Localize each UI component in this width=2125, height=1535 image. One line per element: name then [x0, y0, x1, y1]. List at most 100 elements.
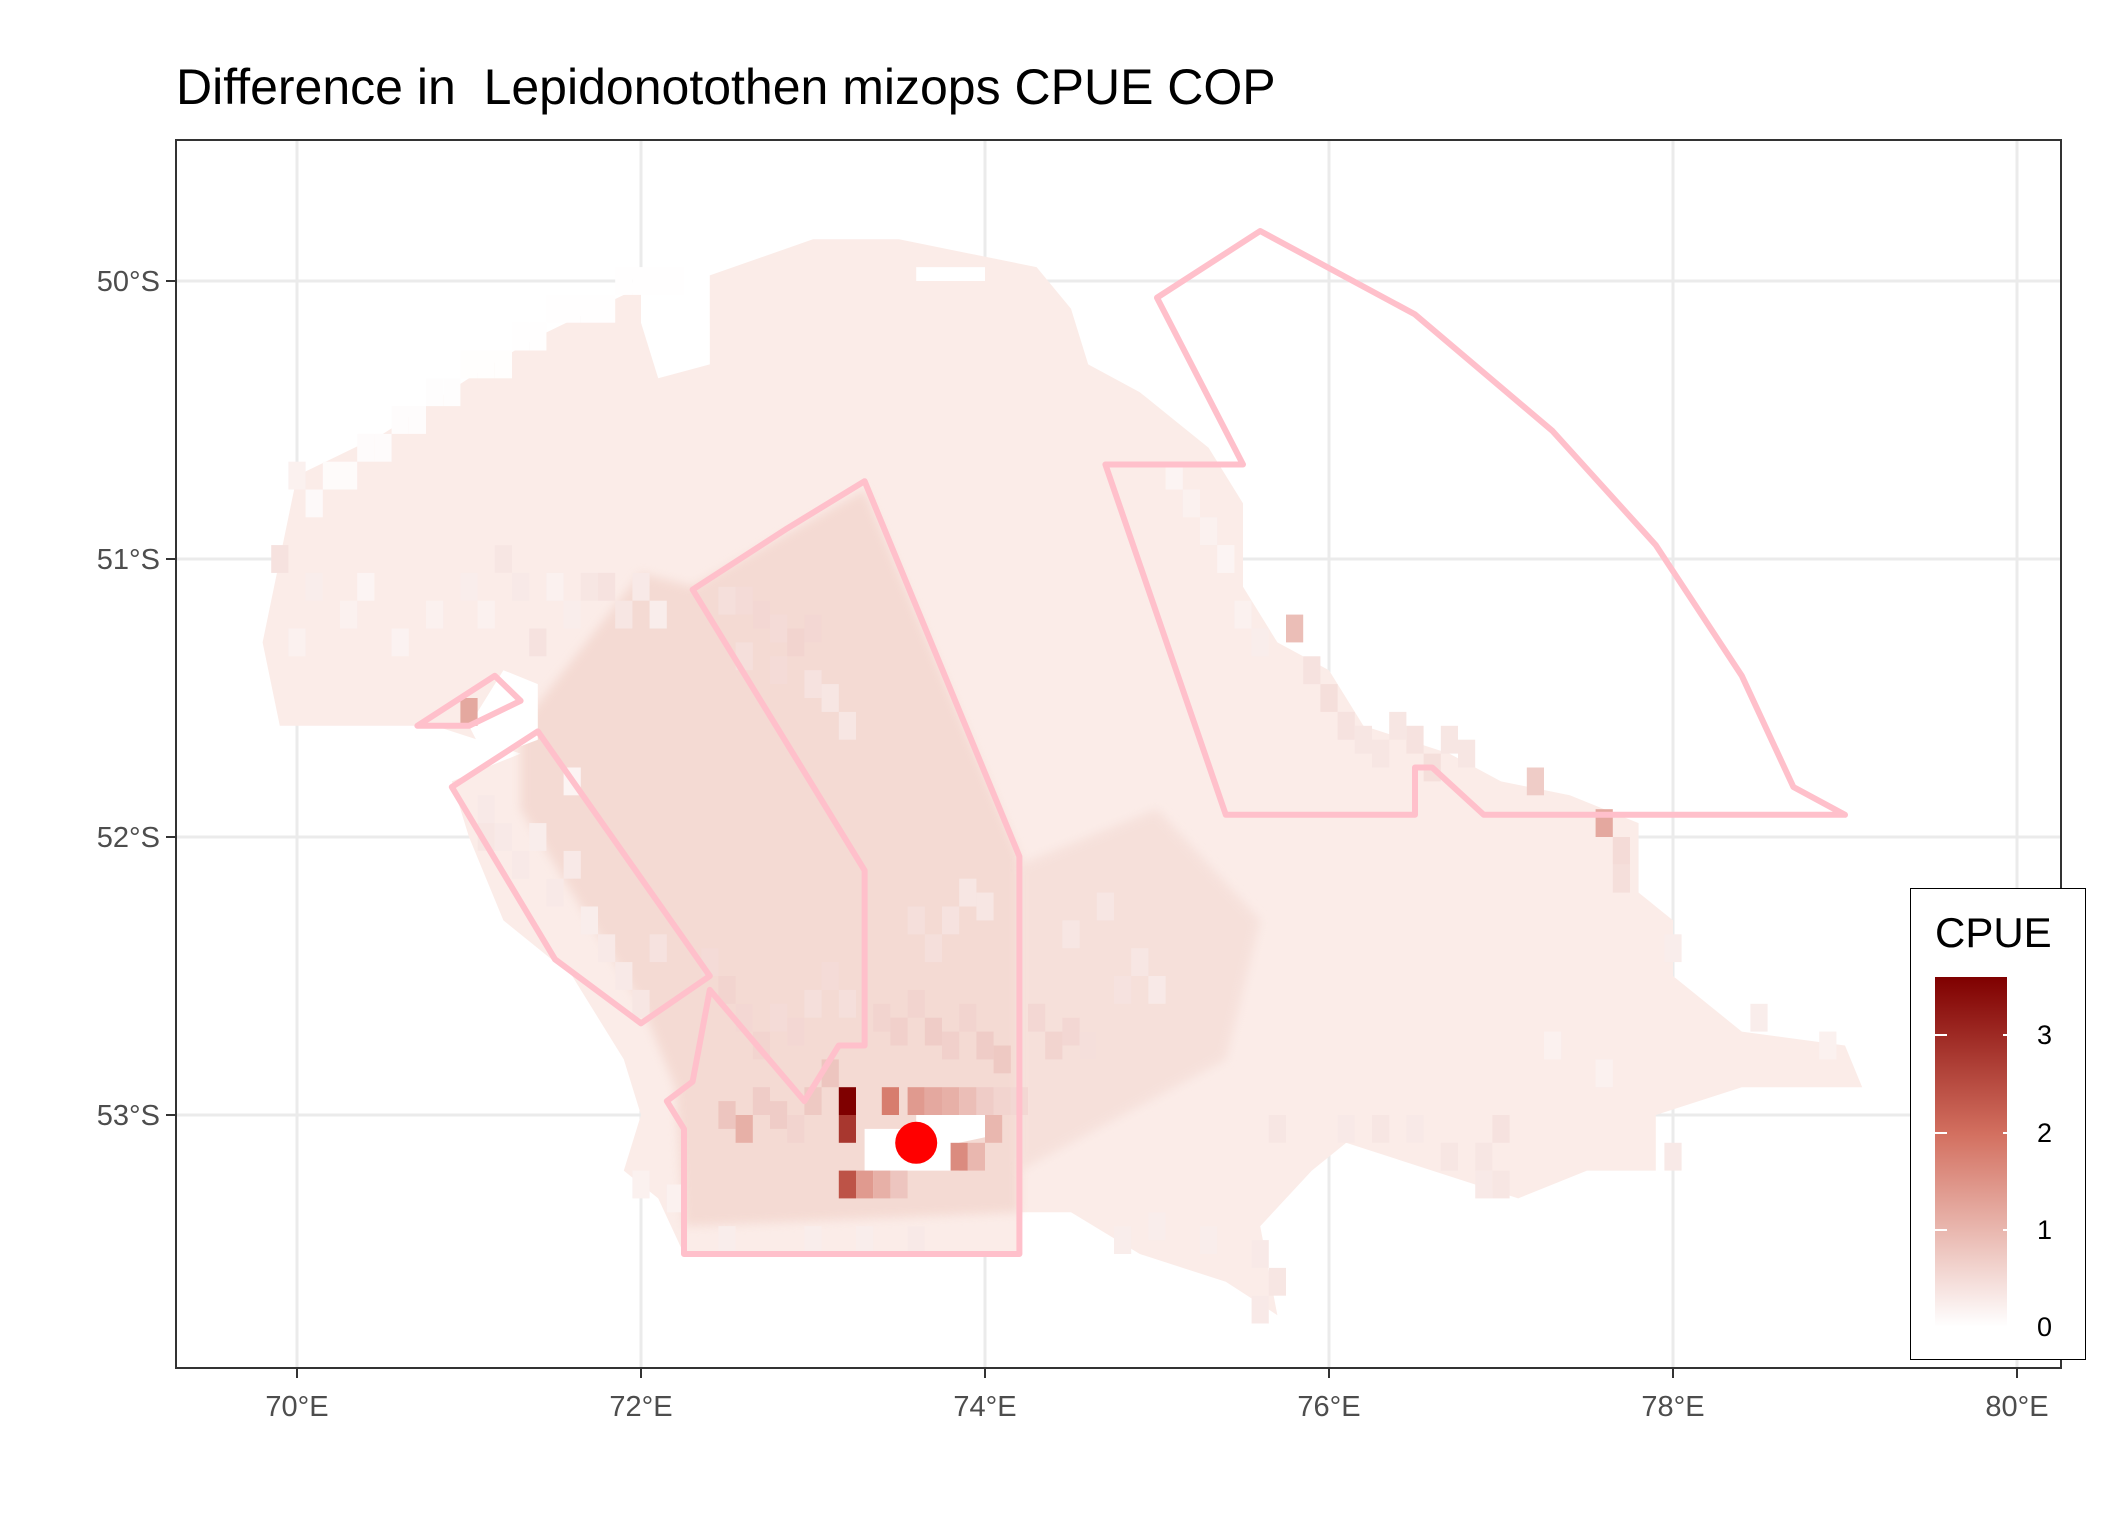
cpue-cell — [838, 1087, 856, 1115]
cpue-cell — [752, 1087, 770, 1115]
cpue-cell — [580, 906, 598, 935]
cpue-cell — [632, 267, 650, 295]
cpue-cell — [873, 1170, 891, 1199]
cpue-cell — [770, 656, 788, 685]
cpue-cell — [1440, 1142, 1458, 1171]
cpue-cell — [821, 962, 839, 990]
panel-border — [175, 139, 2062, 1369]
cpue-cell — [1819, 1031, 1837, 1060]
cpue-cell — [494, 823, 512, 851]
no-data-area — [916, 267, 985, 281]
cpue-cell — [271, 545, 289, 573]
cpue-cell — [1492, 1115, 1510, 1143]
cpue-cell — [735, 1115, 753, 1143]
cpue-cell — [856, 1170, 874, 1199]
cpue-cell — [804, 670, 822, 698]
x-axis: 70°E 72°E 74°E 76°E 78°E 80°E — [265, 1368, 2049, 1423]
cpue-cell — [881, 1087, 899, 1115]
cpue-cell — [426, 600, 444, 629]
cpue-cell — [804, 1226, 822, 1254]
legend-tick-mark — [1935, 1228, 1947, 1231]
cpue-cell — [1492, 1170, 1510, 1199]
cpue-cell — [546, 294, 564, 323]
cpue-cell — [873, 1003, 891, 1032]
cpue-cell — [718, 976, 736, 1004]
marked-point — [895, 1121, 938, 1164]
cpue-cell — [477, 350, 495, 379]
cpue-cell — [821, 684, 839, 712]
cpue-cell — [838, 711, 856, 740]
cpue-cell — [563, 850, 581, 879]
cpue-cell — [1750, 1003, 1768, 1032]
cpue-cell — [1268, 1115, 1286, 1143]
cpue-cell — [1131, 948, 1149, 976]
cpue-cell — [950, 1142, 968, 1171]
cpue-cell — [391, 406, 409, 434]
cpue-cell — [288, 461, 306, 490]
cpue-cell — [666, 267, 684, 295]
cpue-cell — [1354, 725, 1372, 754]
cpue-cell — [1251, 1295, 1269, 1324]
cpue-cell — [1062, 1017, 1080, 1046]
cpue-cell — [494, 350, 512, 379]
cpue-cell — [718, 1101, 736, 1129]
cpue-cell — [563, 294, 581, 323]
cpue-cell — [770, 614, 788, 643]
legend-tick-label: 1 — [2037, 1214, 2053, 1245]
cpue-cell — [967, 1142, 985, 1171]
cpue-cells — [271, 267, 1837, 1324]
legend: CPUE 3 2 1 0 — [1910, 888, 2086, 1360]
mpa-outline — [448, 728, 713, 1027]
cpue-cell — [546, 878, 564, 907]
cpue-cell — [477, 795, 495, 824]
cpue-cell — [942, 1087, 960, 1115]
cpue-cell — [512, 572, 530, 601]
cpue-cell — [529, 628, 547, 657]
legend-tick-mark — [1935, 1131, 1947, 1134]
y-axis: 50°S 51°S 52°S 53°S — [97, 266, 176, 1132]
cpue-cell — [1440, 725, 1458, 754]
cpue-cell — [357, 433, 375, 462]
cpue-cell — [1664, 934, 1682, 963]
cpue-cell — [546, 572, 564, 601]
cpue-cell — [529, 823, 547, 851]
cpue-cell — [1612, 837, 1630, 865]
cpue-cell — [1114, 1226, 1132, 1254]
cpue-cell — [1526, 767, 1544, 796]
cpue-cell — [340, 600, 358, 629]
cpue-cell — [632, 1170, 650, 1199]
mpa-outline — [414, 672, 524, 729]
cpue-cell — [305, 489, 323, 518]
cpue-cell — [632, 572, 650, 601]
cpue-cell — [391, 628, 409, 657]
x-tick-label: 74°E — [953, 1391, 1016, 1423]
cpue-cell — [907, 1226, 925, 1254]
x-tick-label: 70°E — [265, 1391, 328, 1423]
cpue-cell — [1595, 1059, 1613, 1088]
cpue-cell — [1475, 1170, 1493, 1199]
cpue-cell — [666, 1184, 684, 1213]
cpue-cell — [340, 461, 358, 490]
cpue-cell — [976, 1087, 994, 1115]
cpue-cell — [615, 962, 633, 990]
cpue-cell — [512, 322, 530, 351]
cpue-cell — [408, 406, 426, 434]
cpue-cell — [959, 878, 977, 907]
cpue-cell — [804, 989, 822, 1018]
cpue-cell — [649, 267, 667, 295]
cpue-cell — [838, 989, 856, 1018]
cpue-cell — [787, 628, 805, 657]
legend-tick-mark — [2003, 1326, 2015, 1328]
cpue-cell — [1664, 1142, 1682, 1171]
cpue-cell — [787, 1115, 805, 1143]
x-tick-label: 72°E — [609, 1391, 672, 1423]
cpue-cell — [959, 1087, 977, 1115]
cpue-cell — [1320, 684, 1338, 712]
cpue-cell — [305, 572, 323, 601]
cpue-cell — [1372, 739, 1390, 768]
cpue-cell — [615, 267, 633, 295]
cpue-cell — [890, 1170, 908, 1199]
no-data-area — [469, 670, 538, 760]
cpue-cell — [993, 1087, 1011, 1115]
